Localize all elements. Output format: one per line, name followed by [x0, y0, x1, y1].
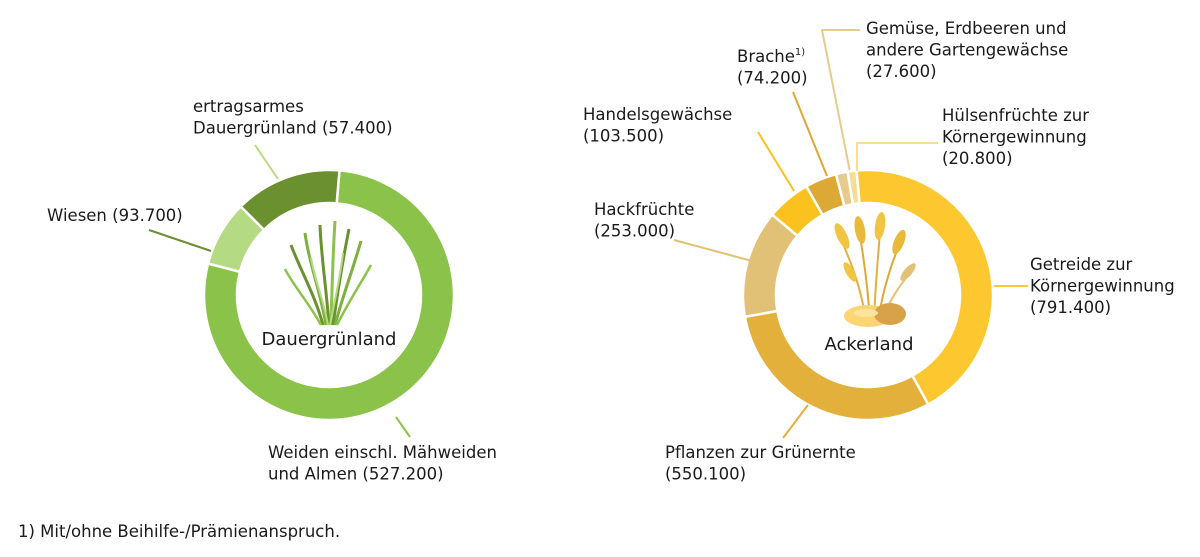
- slice-label: Brache1) (74.200): [737, 47, 808, 88]
- slice-label: Handelsgewächse (103.500): [583, 105, 732, 146]
- slice-label: ertragsarmes Dauergrünland (57.400): [193, 97, 393, 138]
- donut-ackerland: Getreide zur Körnergewinnung (791.400) Pfla…: [583, 19, 1175, 484]
- leader-line: [254, 144, 279, 180]
- donut-slice: [846, 169, 861, 206]
- leader-line: [148, 229, 212, 252]
- slice-label: Weiden einschl. Mähweiden und Almen (527.…: [268, 443, 497, 484]
- leader-line: [395, 416, 411, 438]
- leader-line: [673, 239, 753, 262]
- donut-slice: [743, 309, 930, 422]
- donut-dauergruenland: Weiden einschl. Mähweiden und Almen (527.…: [47, 97, 497, 484]
- leader-line: [782, 404, 809, 439]
- slice-label: Hülsenfrüchte zur Körnergewinnung (20.800): [942, 106, 1089, 168]
- slice-label: Gemüse, Erdbeeren und andere Gartengewäch…: [866, 19, 1068, 81]
- donut-slice: [202, 169, 456, 422]
- leader-line: [856, 142, 938, 171]
- donut-slice: [238, 168, 341, 232]
- slice-label: Getreide zur Körnergewinnung (791.400): [1030, 255, 1175, 317]
- center-label: Ackerland: [824, 334, 913, 355]
- leader-line: [820, 29, 860, 173]
- grass-icon: [283, 220, 373, 326]
- slice-label: Pflanzen zur Grünernte (550.100): [665, 443, 856, 484]
- footnote: 1) Mit/ohne Beihilfe-/Prämienanspruch.: [18, 522, 341, 541]
- slice-label: Wiesen (93.700): [47, 206, 183, 225]
- center-label: Dauergrünland: [262, 329, 397, 350]
- slice-label: Hackfrüchte (253.000): [594, 200, 694, 241]
- donut-slice: [855, 168, 995, 407]
- leader-line: [792, 91, 828, 177]
- wheat-potato-icon: [834, 212, 916, 327]
- leader-line: [757, 131, 795, 192]
